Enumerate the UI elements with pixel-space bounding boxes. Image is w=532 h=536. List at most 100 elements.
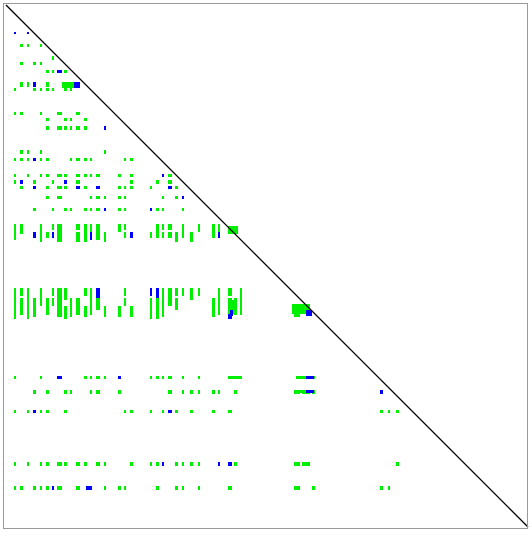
- matrix-cell: [14, 224, 16, 232]
- matrix-cell: [162, 410, 164, 413]
- matrix-cell: [150, 288, 152, 296]
- matrix-cell: [40, 88, 42, 91]
- matrix-block: [86, 486, 92, 490]
- matrix-cell: [70, 88, 72, 91]
- matrix-cell: [162, 174, 164, 177]
- matrix-cell: [46, 82, 49, 87]
- matrix-cell: [14, 298, 16, 310]
- matrix-cell: [124, 298, 126, 306]
- matrix-cell: [190, 288, 193, 300]
- matrix-cell: [104, 196, 106, 199]
- matrix-cell: [27, 44, 29, 47]
- matrix-cell: [124, 196, 126, 199]
- matrix-cell: [46, 306, 49, 315]
- matrix-cell: [124, 208, 126, 211]
- matrix-cell: [182, 208, 184, 211]
- matrix-cell: [64, 208, 67, 211]
- matrix-cell: [46, 462, 49, 466]
- matrix-cell: [20, 288, 23, 296]
- matrix-cell: [52, 486, 54, 490]
- matrix-block: [62, 82, 74, 88]
- matrix-cell: [70, 126, 72, 130]
- matrix-cell: [64, 180, 67, 184]
- matrix-cell: [198, 376, 200, 379]
- matrix-cell: [150, 298, 152, 308]
- matrix-cell: [312, 486, 315, 490]
- matrix-block: [306, 310, 312, 316]
- matrix-cell: [228, 288, 232, 296]
- matrix-cell: [52, 208, 54, 211]
- matrix-cell: [156, 298, 159, 310]
- matrix-cell: [46, 174, 49, 177]
- matrix-cell: [150, 376, 152, 379]
- matrix-cell: [162, 298, 164, 308]
- matrix-cell: [52, 288, 54, 296]
- matrix-block: [74, 82, 80, 88]
- matrix-cell: [27, 174, 29, 177]
- matrix-cell: [46, 88, 49, 91]
- matrix-cell: [96, 288, 100, 300]
- matrix-cell: [156, 306, 159, 319]
- matrix-cell: [380, 410, 383, 413]
- matrix-cell: [52, 88, 54, 91]
- matrix-cell: [104, 486, 106, 490]
- matrix-cell: [20, 486, 23, 490]
- matrix-cell: [175, 410, 178, 413]
- matrix-cell: [168, 288, 172, 300]
- matrix-cell: [27, 32, 29, 34]
- matrix-cell: [182, 376, 184, 379]
- matrix-cell: [218, 232, 220, 238]
- matrix-cell: [76, 112, 80, 115]
- matrix-cell: [84, 158, 87, 161]
- matrix-cell: [218, 224, 220, 232]
- matrix-cell: [104, 462, 106, 466]
- matrix-cell: [40, 288, 42, 300]
- matrix-cell: [130, 462, 133, 466]
- matrix-cell: [218, 298, 220, 306]
- matrix-cell: [46, 410, 49, 413]
- matrix-cell: [33, 410, 36, 413]
- matrix-cell: [104, 126, 106, 130]
- matrix-cell: [70, 158, 72, 161]
- matrix-cell: [234, 462, 237, 466]
- matrix-cell: [33, 232, 36, 238]
- matrix-cell: [218, 306, 220, 315]
- matrix-cell: [96, 186, 100, 189]
- matrix-cell: [190, 390, 193, 394]
- matrix-cell: [104, 232, 106, 242]
- matrix-cell: [240, 298, 242, 308]
- matrix-cell: [130, 180, 133, 184]
- matrix-cell: [118, 196, 121, 199]
- matrix-cell: [118, 224, 121, 232]
- matrix-cell: [162, 208, 164, 211]
- matrix-cell: [175, 232, 178, 242]
- matrix-block: [230, 310, 233, 316]
- matrix-cell: [70, 208, 72, 211]
- matrix-cell: [84, 174, 87, 177]
- matrix-cell: [64, 288, 67, 300]
- matrix-cell: [84, 224, 87, 234]
- matrix-cell: [76, 306, 80, 315]
- matrix-cell: [20, 150, 23, 154]
- matrix-cell: [124, 224, 126, 230]
- matrix-cell: [27, 410, 29, 413]
- matrix-cell: [96, 390, 100, 394]
- matrix-block: [292, 304, 310, 314]
- matrix-cell: [156, 376, 159, 379]
- matrix-cell: [118, 208, 121, 211]
- matrix-cell: [228, 486, 232, 490]
- matrix-cell: [84, 288, 87, 296]
- matrix-cell: [104, 306, 106, 317]
- matrix-cell: [27, 298, 29, 310]
- matrix-cell: [27, 82, 29, 87]
- matrix-cell: [76, 486, 80, 490]
- matrix-cell: [190, 410, 193, 413]
- matrix-cell: [212, 224, 215, 232]
- matrix-cell: [90, 224, 92, 234]
- matrix-cell: [20, 158, 23, 161]
- matrix-block: [306, 390, 314, 393]
- matrix-cell: [118, 186, 121, 189]
- matrix-cell: [182, 288, 184, 296]
- matrix-cell: [168, 390, 172, 394]
